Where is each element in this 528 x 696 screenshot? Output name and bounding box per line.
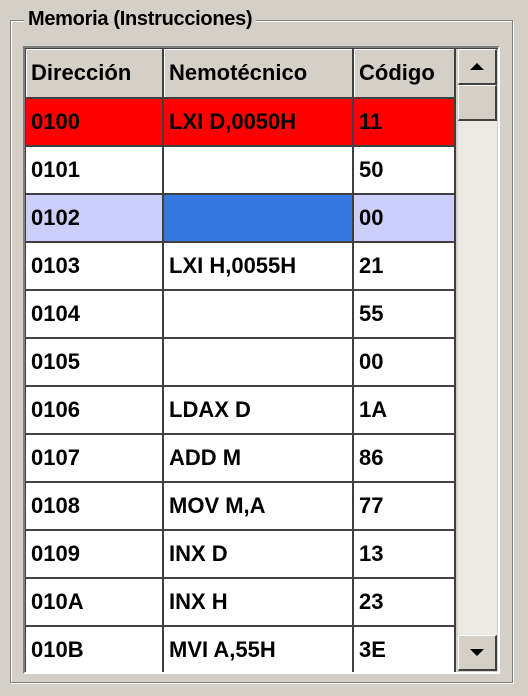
cell-address[interactable]: 0101 xyxy=(26,146,164,195)
cell-code[interactable]: 3E xyxy=(353,626,456,672)
cell-address[interactable]: 0108 xyxy=(26,482,164,531)
column-header-mnemonic[interactable]: Nemotécnico xyxy=(163,49,354,99)
table-row[interactable]: 0105 00 xyxy=(26,338,456,387)
cell-code[interactable]: 00 xyxy=(353,338,456,387)
vertical-scrollbar[interactable] xyxy=(458,49,497,671)
group-title: Memoria (Instrucciones) xyxy=(24,8,257,30)
cell-mnemonic[interactable]: MOV M,A xyxy=(163,482,354,531)
cell-code[interactable]: 13 xyxy=(353,530,456,579)
memory-groupbox xyxy=(10,20,513,683)
cell-mnemonic[interactable]: LDAX D xyxy=(163,386,354,435)
cell-address[interactable]: 0107 xyxy=(26,434,164,483)
cell-mnemonic[interactable]: MVI A,55H xyxy=(163,626,354,672)
cell-mnemonic[interactable] xyxy=(163,338,354,387)
table-row[interactable]: 0101 50 xyxy=(26,146,456,195)
cell-address[interactable]: 0105 xyxy=(26,338,164,387)
scroll-thumb[interactable] xyxy=(458,85,497,121)
table-row[interactable]: 0103 LXI H,0055H 21 xyxy=(26,242,456,291)
table-row[interactable]: 0100 LXI D,0050H 11 xyxy=(26,98,456,147)
table-row[interactable]: 0104 55 xyxy=(26,290,456,339)
memory-grid[interactable]: Dirección Nemotécnico Código 0100 LXI D,0… xyxy=(23,46,500,674)
table-row[interactable]: 010B MVI A,55H 3E xyxy=(26,626,456,672)
arrow-down-icon xyxy=(470,649,484,656)
cell-code[interactable]: 55 xyxy=(353,290,456,339)
cell-address[interactable]: 0104 xyxy=(26,290,164,339)
cell-code[interactable]: 23 xyxy=(353,578,456,627)
cell-code[interactable]: 86 xyxy=(353,434,456,483)
table-row[interactable]: 0109 INX D 13 xyxy=(26,530,456,579)
cell-address[interactable]: 0103 xyxy=(26,242,164,291)
cell-mnemonic[interactable] xyxy=(163,194,354,243)
column-header-address[interactable]: Dirección xyxy=(26,49,164,99)
cell-address[interactable]: 0100 xyxy=(26,98,164,147)
cell-code[interactable]: 50 xyxy=(353,146,456,195)
memory-table: Dirección Nemotécnico Código 0100 LXI D,0… xyxy=(26,49,456,672)
cell-code[interactable]: 1A xyxy=(353,386,456,435)
cell-mnemonic[interactable] xyxy=(163,146,354,195)
cell-mnemonic[interactable]: ADD M xyxy=(163,434,354,483)
cell-address[interactable]: 0106 xyxy=(26,386,164,435)
cell-code[interactable]: 00 xyxy=(353,194,456,243)
cell-address[interactable]: 0102 xyxy=(26,194,164,243)
table-row[interactable]: 010A INX H 23 xyxy=(26,578,456,627)
cell-mnemonic[interactable]: LXI H,0055H xyxy=(163,242,354,291)
scroll-up-button[interactable] xyxy=(458,49,497,85)
cell-mnemonic[interactable] xyxy=(163,290,354,339)
table-row[interactable]: 0107 ADD M 86 xyxy=(26,434,456,483)
cell-address[interactable]: 010B xyxy=(26,626,164,672)
grid-inner: Dirección Nemotécnico Código 0100 LXI D,0… xyxy=(25,48,498,672)
table-row[interactable]: 0102 00 xyxy=(26,194,456,243)
cell-code[interactable]: 77 xyxy=(353,482,456,531)
cell-code[interactable]: 11 xyxy=(353,98,456,147)
cell-code[interactable]: 21 xyxy=(353,242,456,291)
cell-mnemonic[interactable]: INX H xyxy=(163,578,354,627)
cell-address[interactable]: 010A xyxy=(26,578,164,627)
cell-mnemonic[interactable]: LXI D,0050H xyxy=(163,98,354,147)
table-row[interactable]: 0108 MOV M,A 77 xyxy=(26,482,456,531)
header-row: Dirección Nemotécnico Código xyxy=(26,49,456,99)
scroll-down-button[interactable] xyxy=(458,635,497,671)
cell-address[interactable]: 0109 xyxy=(26,530,164,579)
cell-mnemonic[interactable]: INX D xyxy=(163,530,354,579)
column-header-code[interactable]: Código xyxy=(353,49,456,99)
arrow-up-icon xyxy=(470,63,484,70)
table-row[interactable]: 0106 LDAX D 1A xyxy=(26,386,456,435)
